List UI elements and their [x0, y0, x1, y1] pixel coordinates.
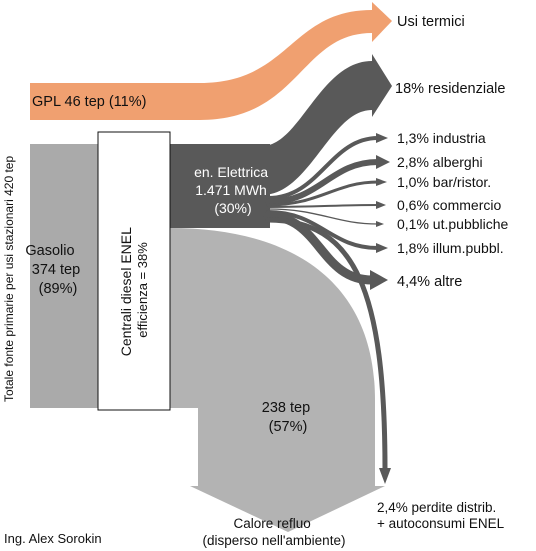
residenziale-arrowhead — [372, 54, 392, 117]
illum-flow — [266, 210, 380, 250]
ut-pubbliche-flow — [267, 208, 379, 225]
output-label-ut-pubbliche: 0,1% ut.pubbliche — [397, 216, 509, 232]
gpl-label: GPL 46 tep (11%) — [32, 94, 146, 110]
industria-flow — [266, 136, 380, 200]
elettrica-flow — [170, 144, 270, 228]
output-label-altre: 4,4% altre — [397, 274, 462, 290]
calore-refluo-label: Calore refluo (disperso nell'ambiente) — [203, 516, 346, 548]
centrali-label: Centrali diesel ENEL efficienza = 38% — [118, 224, 150, 357]
illum-arrowhead — [376, 243, 388, 253]
perdite-label: 2,4% perdite distrib. + autoconsumi ENEL — [377, 500, 505, 531]
gpl-arrowhead — [372, 2, 392, 42]
gasolio-flow — [30, 144, 100, 408]
gasolio-label: Gasolio 374 tep (89%) — [25, 243, 84, 297]
output-label-illum: 1,8% illum.pubbl. — [397, 240, 504, 256]
output-label-alberghi: 2,8% alberghi — [397, 154, 483, 170]
vertical-total-label: Totale fonte primarie per usi stazionari… — [2, 156, 16, 402]
commercio-flow — [267, 204, 379, 208]
calore-refluo-flow — [170, 228, 375, 488]
centrali-box — [97, 131, 171, 411]
output-label-residenziale: 18% residenziale — [395, 81, 505, 97]
bar-flow — [266, 180, 380, 207]
calore-refluo-arrowhead — [190, 486, 385, 532]
gpl-flow — [30, 10, 375, 120]
elettrica-label: en. Elettrica 1.471 MWh (30%) — [194, 164, 272, 216]
alberghi-flow — [265, 159, 381, 205]
ut-pubbliche-arrowhead — [376, 221, 384, 227]
industria-arrowhead — [376, 133, 388, 143]
perdite-arrowhead — [379, 468, 391, 484]
usi-termici-label: Usi termici — [397, 14, 465, 30]
output-label-bar: 1,0% bar/ristor. — [397, 174, 491, 190]
output-label-commercio: 0,6% commercio — [397, 197, 501, 213]
author-credit: Ing. Alex Sorokin — [4, 531, 102, 546]
residenziale-flow — [262, 61, 375, 195]
output-label-industria: 1,3% industria — [397, 130, 486, 146]
bar-arrowhead — [376, 178, 387, 186]
commercio-arrowhead — [376, 201, 386, 209]
perdite-flow — [265, 217, 388, 473]
calore-tep-label: 238 tep (57%) — [262, 400, 314, 435]
alberghi-arrowhead — [376, 155, 390, 169]
altre-arrowhead — [370, 270, 388, 290]
